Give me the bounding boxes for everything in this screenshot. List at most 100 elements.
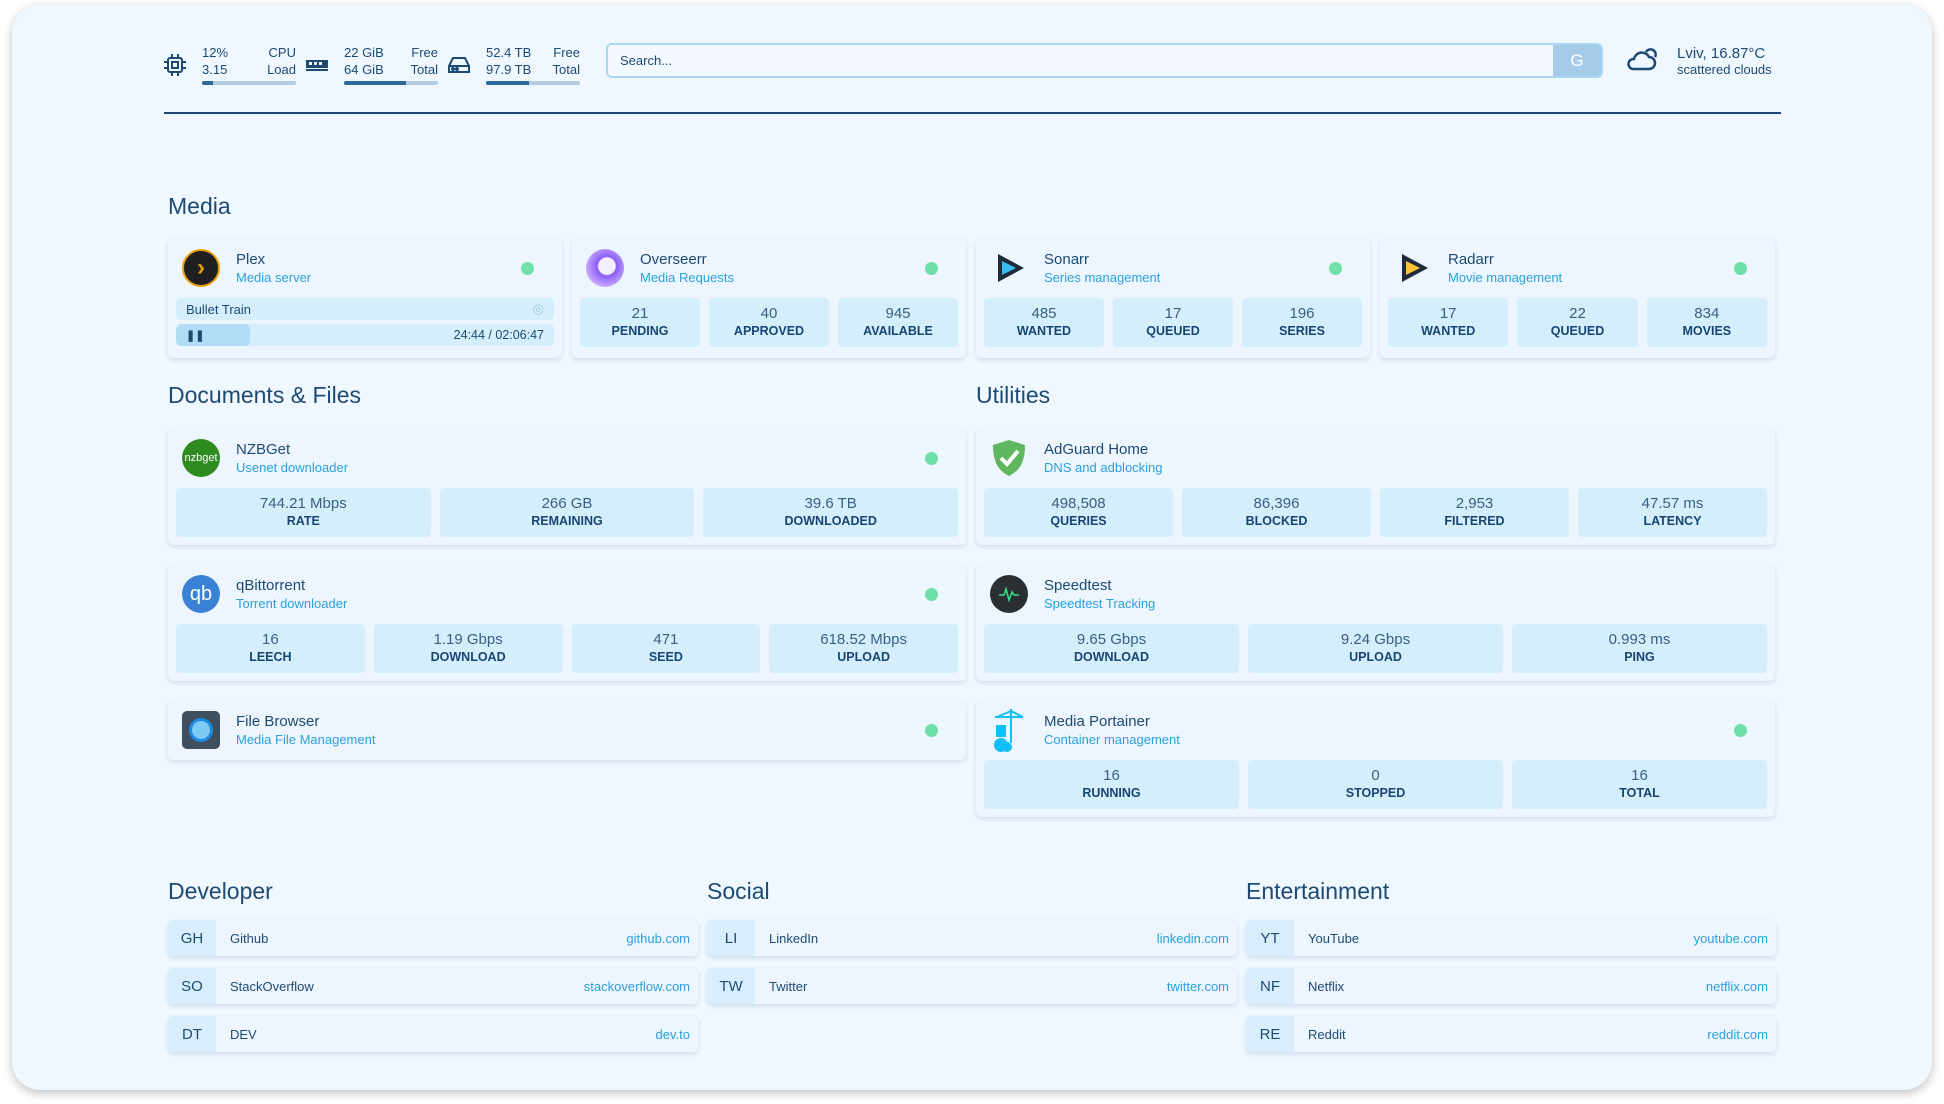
free-label: Free <box>553 45 580 60</box>
stats-row: 17 WANTED 22 QUEUED 834 MOVIES <box>1388 298 1767 347</box>
stat-label: DOWNLOAD <box>430 650 506 664</box>
bookmark-url[interactable]: github.com <box>626 930 690 946</box>
bookmark-twitter[interactable]: TW Twitter twitter.com <box>707 968 1237 1004</box>
stat-block: 21 PENDING <box>580 298 700 347</box>
service-desc: Media Requests <box>640 269 734 285</box>
bookmark-name: Twitter <box>769 978 808 994</box>
stat-label: LATENCY <box>1643 514 1702 528</box>
bookmark-youtube[interactable]: YT YouTube youtube.com <box>1246 920 1776 956</box>
bookmark-dev[interactable]: DT DEV dev.to <box>168 1016 698 1052</box>
stat-value: 16 <box>1631 767 1648 784</box>
memory-total: 64 GiB <box>344 62 384 77</box>
disk-widget: 52.4 TB Free 97.9 TB Total <box>446 44 580 85</box>
service-card-overseerr[interactable]: Overseerr Media Requests 21 PENDING 40 APPRO… <box>572 238 966 358</box>
bookmark-linkedin[interactable]: LI LinkedIn linkedin.com <box>707 920 1237 956</box>
service-name: Media Portainer <box>1044 712 1150 730</box>
bookmark-abbr: GH <box>168 920 216 956</box>
stat-label: REMAINING <box>531 514 603 528</box>
bookmark-github[interactable]: GH Github github.com <box>168 920 698 956</box>
stat-value: 498,508 <box>1051 495 1106 512</box>
stat-label: MOVIES <box>1682 324 1732 338</box>
stat-value: 2,953 <box>1455 495 1494 512</box>
stat-block: 0 STOPPED <box>1248 760 1503 809</box>
search-box[interactable]: Search... G <box>606 43 1603 78</box>
bookmark-abbr: LI <box>707 920 755 956</box>
service-card-qbittorrent[interactable]: qb qBittorrent Torrent downloader 16 LEECH… <box>168 564 966 681</box>
stat-label: SERIES <box>1279 324 1325 338</box>
disk-total: 97.9 TB <box>486 62 532 77</box>
stat-label: TOTAL <box>1619 786 1660 800</box>
stat-label: LEECH <box>249 650 292 664</box>
service-desc: Speedtest Tracking <box>1044 595 1156 611</box>
service-desc: DNS and adblocking <box>1044 459 1163 475</box>
search-input[interactable]: Search... <box>620 53 673 68</box>
service-name: Speedtest <box>1044 576 1112 594</box>
cpu-widget: 12% CPU 3.15 Load <box>162 44 296 85</box>
cpu-load: 3.15 <box>202 62 228 77</box>
stat-block: 16 RUNNING <box>984 760 1239 809</box>
stat-block: 47.57 ms LATENCY <box>1578 488 1767 537</box>
pause-icon[interactable]: ❚❚ <box>186 329 205 342</box>
bookmark-url[interactable]: twitter.com <box>1166 978 1229 994</box>
stat-label: WANTED <box>1016 324 1072 338</box>
cpu-icon <box>162 52 188 78</box>
bookmark-name: Github <box>230 930 269 946</box>
section-title-documents: Documents & Files <box>168 382 362 408</box>
stat-value: 0 <box>1371 767 1380 784</box>
service-card-nzbget[interactable]: nzbget NZBGet Usenet downloader 744.21 Mb… <box>168 428 966 545</box>
service-desc: Media File Management <box>236 731 376 747</box>
bookmark-url[interactable]: youtube.com <box>1693 930 1768 946</box>
sonarr-logo-icon <box>990 249 1028 287</box>
service-card-portainer[interactable]: Media Portainer Container management 16 RU… <box>976 700 1775 817</box>
bookmark-url[interactable]: netflix.com <box>1705 978 1768 994</box>
stat-label: APPROVED <box>733 324 805 338</box>
stat-block: 39.6 TB DOWNLOADED <box>703 488 959 537</box>
service-card-adguard[interactable]: AdGuard Home DNS and adblocking 498,508 QU… <box>976 428 1775 545</box>
nzbget-logo-icon: nzbget <box>182 439 220 477</box>
bookmark-reddit[interactable]: RE Reddit reddit.com <box>1246 1016 1776 1052</box>
service-card-plex[interactable]: › Plex Media server Bullet Train ◎ ❚❚ 24:4… <box>168 238 562 358</box>
stat-block: 196 SERIES <box>1242 298 1362 347</box>
bookmark-url[interactable]: linkedin.com <box>1156 930 1229 946</box>
stat-block: 9.24 Gbps UPLOAD <box>1248 624 1503 673</box>
memory-usage-bar <box>344 81 438 85</box>
section-title-social: Social <box>707 878 770 904</box>
service-card-radarr[interactable]: Radarr Movie management 17 WANTED 22 QUEUED 8… <box>1380 238 1775 358</box>
stats-row: 744.21 Mbps RATE 266 GB REMAINING 39.6 TB DOW… <box>176 488 959 537</box>
stats-row: 16 RUNNING 0 STOPPED 16 TOTAL <box>984 760 1767 809</box>
bookmark-url[interactable]: dev.to <box>655 1026 690 1042</box>
stat-label: SEED <box>648 650 683 664</box>
playback-progress[interactable]: ❚❚ 24:44 / 02:06:47 <box>176 324 554 346</box>
service-name: Plex <box>236 250 266 268</box>
total-label: Total <box>552 62 580 77</box>
bookmark-abbr: RE <box>1246 1016 1294 1052</box>
radarr-logo-icon <box>1394 249 1432 287</box>
free-label: Free <box>411 45 438 60</box>
stat-label: UPLOAD <box>1349 650 1402 664</box>
bookmark-url[interactable]: stackoverflow.com <box>583 978 690 994</box>
service-name: Radarr <box>1448 250 1494 268</box>
bookmark-url[interactable]: reddit.com <box>1707 1026 1768 1042</box>
stat-value: 16 <box>1103 767 1120 784</box>
stat-label: QUEUED <box>1550 324 1605 338</box>
bookmark-stackoverflow[interactable]: SO StackOverflow stackoverflow.com <box>168 968 698 1004</box>
service-card-speedtest[interactable]: Speedtest Speedtest Tracking 9.65 Gbps DOW… <box>976 564 1775 681</box>
bookmark-name: LinkedIn <box>769 930 819 946</box>
speedtest-pulse-icon <box>990 575 1028 613</box>
qbittorrent-logo-icon: qb <box>182 575 220 613</box>
bookmark-netflix[interactable]: NF Netflix netflix.com <box>1246 968 1776 1004</box>
search-engine-button[interactable]: G <box>1553 45 1601 76</box>
stats-row: 498,508 QUERIES 86,396 BLOCKED 2,953 FILTERED… <box>984 488 1767 537</box>
stat-label: BLOCKED <box>1245 514 1308 528</box>
service-card-filebrowser[interactable]: File Browser Media File Management <box>168 700 966 760</box>
section-title-entertainment: Entertainment <box>1246 878 1390 904</box>
stat-label: RATE <box>286 514 320 528</box>
weather-location-temp: Lviv, 16.87°C <box>1677 44 1766 62</box>
dashboard-window <box>12 5 1932 1090</box>
stat-label: DOWNLOAD <box>1074 650 1149 664</box>
status-dot <box>925 723 938 737</box>
stat-value: 16 <box>262 631 279 648</box>
bookmark-name: Reddit <box>1308 1026 1346 1042</box>
service-card-sonarr[interactable]: Sonarr Series management 485 WANTED 17 QUEUE… <box>976 238 1370 358</box>
stats-row: 9.65 Gbps DOWNLOAD 9.24 Gbps UPLOAD 0.993 ms… <box>984 624 1767 673</box>
